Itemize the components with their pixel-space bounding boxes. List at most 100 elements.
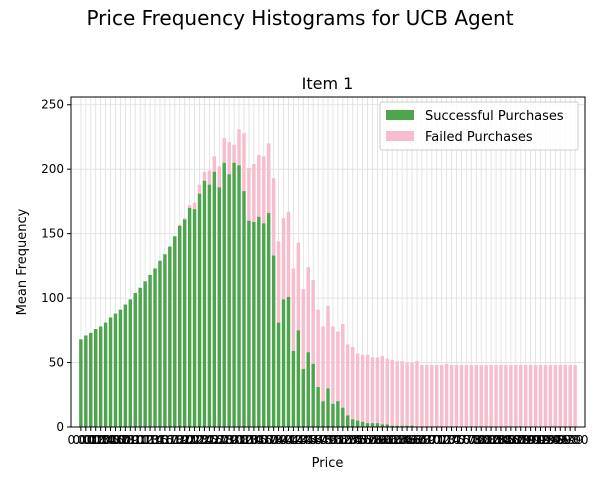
x-tick-label: 0.59 <box>359 433 386 447</box>
failed-purchases-bar <box>336 331 340 402</box>
x-tick-label: 1.00 <box>562 433 589 447</box>
failed-purchases-bar <box>291 268 296 351</box>
failed-purchases-bar <box>380 356 385 425</box>
legend-frame <box>379 101 579 151</box>
failed-purchases-bar <box>489 365 493 427</box>
x-tick-label: 0.17 <box>152 433 179 447</box>
x-tick-label: 0.15 <box>142 433 169 447</box>
failed-purchases-bar <box>420 365 424 427</box>
x-tick-label: 0.10 <box>117 433 144 447</box>
x-tick-label: 0.48 <box>305 433 332 447</box>
subplot-title: Item 1 <box>302 74 354 93</box>
failed-purchases-bar <box>326 305 330 389</box>
successful-purchases-bar <box>128 299 133 427</box>
successful-purchases-bar <box>178 225 182 427</box>
failed-purchases-bar <box>390 359 394 426</box>
failed-purchases-bar <box>439 365 444 427</box>
successful-purchases-bar <box>326 388 330 427</box>
x-tick-label: 0.31 <box>221 433 248 447</box>
successful-purchases-bar <box>370 423 375 427</box>
successful-purchases-bar <box>316 387 320 427</box>
failed-purchases-bar <box>504 365 508 427</box>
successful-purchases-bar <box>163 254 167 427</box>
failed-purchases-bar <box>494 365 498 427</box>
successful-purchases-bar <box>173 236 177 427</box>
failed-purchases-bar <box>573 365 577 427</box>
x-tick-label: 0.00 <box>68 433 95 447</box>
failed-purchases-bar <box>355 353 360 421</box>
successful-purchases-bar <box>410 425 414 427</box>
x-tick-label: 0.51 <box>320 433 347 447</box>
failed-purchases-bar <box>296 242 301 331</box>
x-tick-label: 0.11 <box>122 433 149 447</box>
x-tick-label: 0.05 <box>92 433 119 447</box>
x-tick-label: 0.99 <box>557 433 584 447</box>
failed-purchases-bar <box>281 218 286 300</box>
x-tick-label: 0.78 <box>453 433 480 447</box>
x-tick-label: 0.34 <box>236 433 263 447</box>
x-tick-label: 0.26 <box>196 433 223 447</box>
x-tick-label: 0.42 <box>275 433 302 447</box>
x-tick-label: 0.45 <box>290 433 317 447</box>
legend-label-successful: Successful Purchases <box>425 109 564 124</box>
failed-purchases-bar <box>405 362 409 426</box>
failed-purchases-bar <box>479 365 483 427</box>
successful-purchases-bar <box>123 304 128 427</box>
x-tick-label: 0.75 <box>438 433 465 447</box>
x-tick-label: 0.70 <box>413 433 440 447</box>
failed-purchases-bar <box>553 365 558 427</box>
failed-purchases-bar <box>301 289 306 369</box>
failed-purchases-bar <box>178 224 182 226</box>
y-tick-label: 250 <box>41 98 64 112</box>
failed-purchases-bar <box>469 365 474 427</box>
successful-purchases-bar <box>207 184 212 427</box>
successful-purchases-bar <box>197 193 202 427</box>
failed-purchases-bar <box>316 309 320 388</box>
failed-purchases-bar <box>514 365 518 427</box>
x-tick-label: 0.91 <box>517 433 544 447</box>
failed-purchases-bar <box>350 347 355 420</box>
failed-purchases-bar <box>276 241 281 323</box>
x-tick-label: 0.08 <box>107 433 134 447</box>
failed-purchases-bar <box>528 365 533 427</box>
failed-purchases-bar <box>187 205 192 208</box>
successful-purchases-bar <box>291 350 296 427</box>
failed-purchases-bar <box>415 361 419 427</box>
successful-purchases-bar <box>355 420 360 427</box>
x-tick-label: 0.74 <box>433 433 460 447</box>
x-tick-label: 0.81 <box>468 433 495 447</box>
successful-purchases-bar <box>187 207 192 427</box>
x-tick-label: 0.52 <box>325 433 352 447</box>
failed-purchases-bar <box>444 363 449 427</box>
x-tick-label: 0.62 <box>374 433 401 447</box>
successful-purchases-bar <box>350 419 355 427</box>
successful-purchases-bar <box>153 268 157 427</box>
x-tick-label: 0.85 <box>488 433 515 447</box>
failed-purchases-bar <box>321 326 325 402</box>
successful-purchases-bar <box>202 180 207 427</box>
x-axis-label: Price <box>312 456 344 471</box>
x-tick-label: 0.53 <box>329 433 356 447</box>
x-tick-label: 0.93 <box>527 433 554 447</box>
successful-purchases-bar <box>262 223 266 427</box>
x-tick-label: 0.29 <box>211 433 238 447</box>
bars <box>79 129 577 427</box>
successful-purchases-bar <box>252 222 256 427</box>
x-tick-label: 0.72 <box>423 433 450 447</box>
x-tick-label: 0.49 <box>310 433 337 447</box>
figure-title: Price Frequency Histograms for UCB Agent <box>86 6 514 30</box>
failed-purchases-bar <box>464 365 469 427</box>
x-tick-label: 0.16 <box>147 433 174 447</box>
x-tick-label: 0.41 <box>270 433 297 447</box>
failed-purchases-bar <box>459 365 464 427</box>
x-tick-label: 0.39 <box>260 433 287 447</box>
failed-purchases-bar <box>484 365 488 427</box>
failed-purchases-bar <box>182 218 187 220</box>
failed-purchases-bar <box>558 365 563 427</box>
failed-purchases-bar <box>400 361 404 426</box>
failed-purchases-bar <box>286 211 291 297</box>
x-tick-label: 0.97 <box>547 433 574 447</box>
x-tick-label: 0.38 <box>255 433 282 447</box>
successful-purchases-bar <box>301 368 306 427</box>
